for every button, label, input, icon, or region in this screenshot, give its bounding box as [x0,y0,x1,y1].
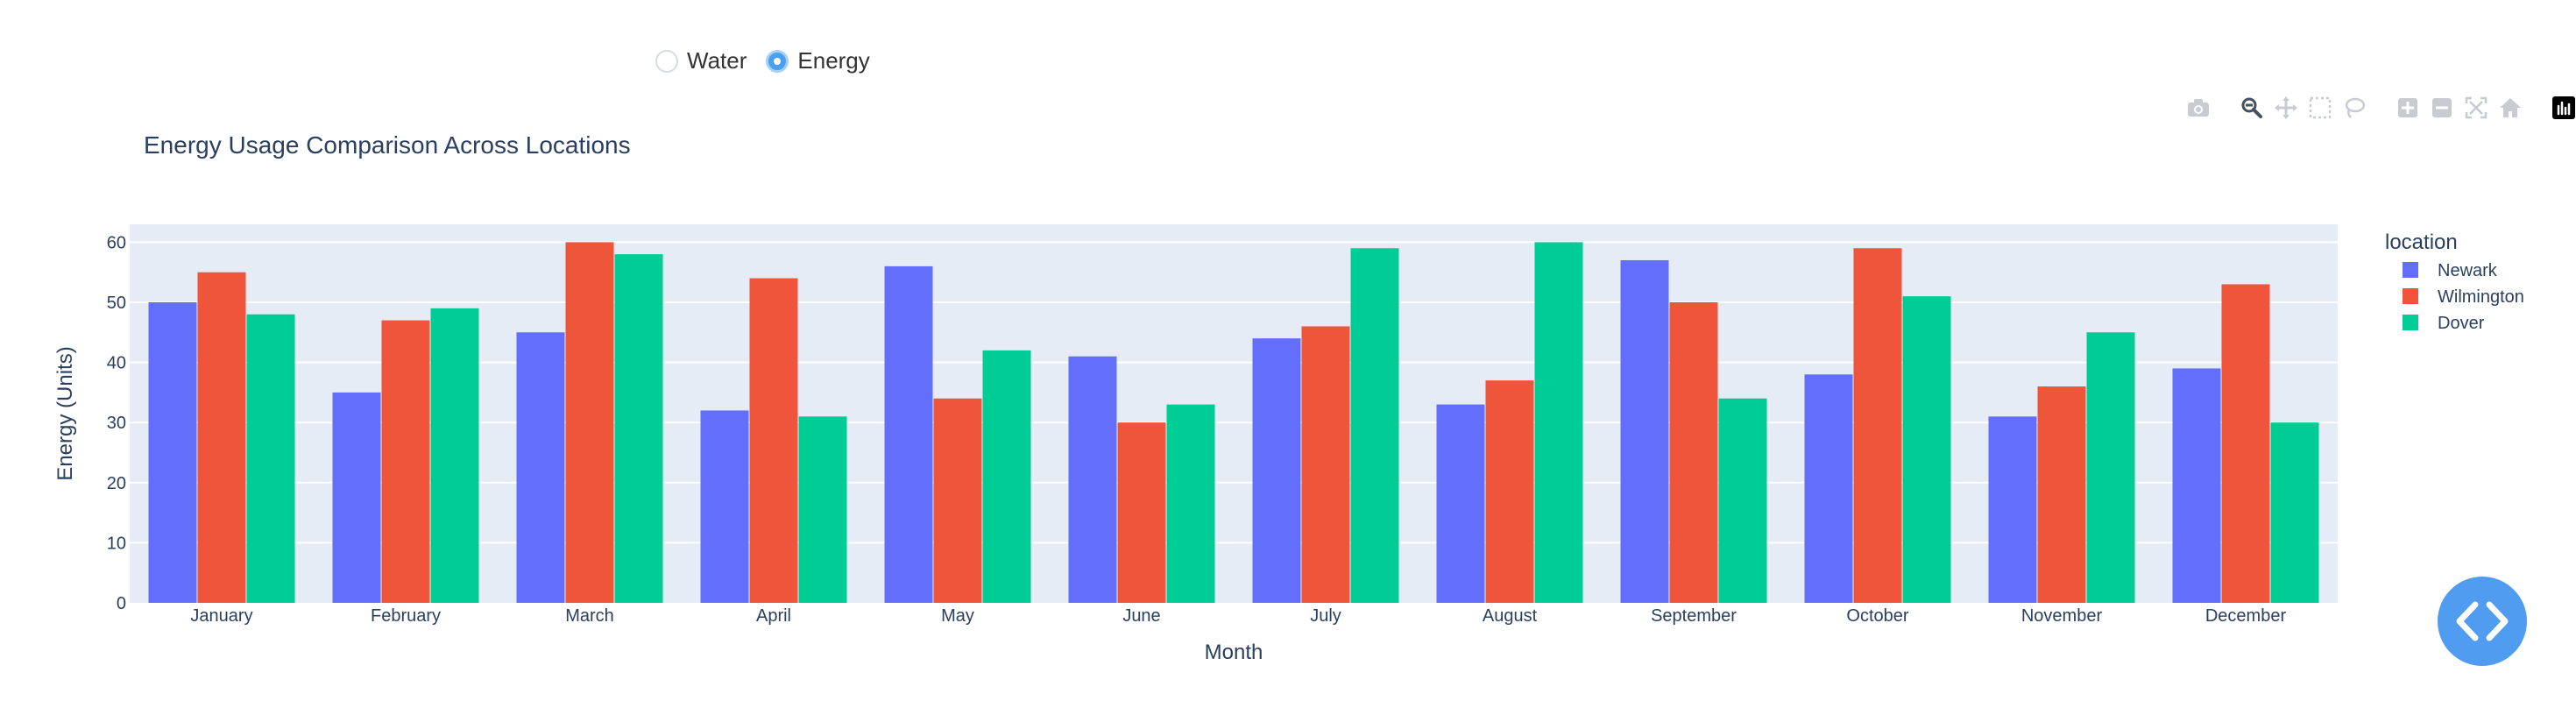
x-tick-label: March [565,606,614,626]
bar-dover-june[interactable] [1166,404,1215,603]
bar-dover-july[interactable] [1350,248,1399,603]
bar-newark-december[interactable] [2172,368,2221,603]
bar-dover-may[interactable] [982,350,1031,603]
bar-newark-september[interactable] [1620,259,1669,603]
bar-dover-november[interactable] [2086,332,2135,603]
legend-swatch-dover[interactable] [2403,315,2418,330]
x-tick-label: February [371,606,441,626]
radio-water[interactable]: Water [655,47,747,74]
code-brackets-icon [2456,601,2509,641]
bar-newark-november[interactable] [1988,416,2037,603]
y-tick-label: 40 [107,354,126,373]
bar-wilmington-august[interactable] [1485,380,1534,603]
bar-wilmington-november[interactable] [2037,386,2086,603]
chart-title: Energy Usage Comparison Across Locations [144,131,631,159]
bar-dover-december[interactable] [2270,422,2319,603]
x-tick-label: September [1651,606,1737,626]
plot-background [130,224,2338,603]
bar-newark-august[interactable] [1436,404,1485,603]
bar-newark-may[interactable] [884,266,933,603]
bar-wilmington-may[interactable] [933,398,982,603]
bar-wilmington-september[interactable] [1669,302,1718,603]
reset-axes-icon[interactable] [2497,95,2523,121]
autoscale-icon[interactable] [2463,95,2489,121]
bar-wilmington-march[interactable] [565,242,614,603]
legend-swatch-wilmington[interactable] [2403,288,2418,304]
bar-wilmington-april[interactable] [749,278,798,603]
camera-icon[interactable] [2185,95,2212,121]
bar-wilmington-february[interactable] [381,320,430,603]
x-tick-label: July [1310,606,1341,626]
legend-label-newark[interactable]: Newark [2438,261,2498,280]
legend-label-dover[interactable]: Dover [2438,314,2485,333]
legend: Newark Wilmington Dover [2403,261,2524,333]
legend-swatch-newark[interactable] [2403,262,2418,278]
radio-energy[interactable]: Energy [766,47,870,74]
bar-dover-january[interactable] [246,314,295,603]
bar-newark-october[interactable] [1804,374,1853,603]
y-tick-label: 20 [107,474,126,493]
x-tick-label: October [1846,606,1908,626]
x-axis-title: Month [1205,641,1263,664]
bar-newark-july[interactable] [1252,338,1301,603]
bar-wilmington-january[interactable] [197,272,246,603]
legend-title: location [2385,230,2458,254]
lasso-icon[interactable] [2341,95,2367,121]
y-axis-title: Energy (Units) [53,346,77,480]
bar-newark-june[interactable] [1068,356,1117,603]
box-select-icon[interactable] [2307,95,2333,121]
y-tick-label: 30 [107,414,126,433]
bar-dover-april[interactable] [798,416,847,603]
y-tick-labels: 0 10 20 30 40 50 60 [107,233,126,613]
pan-icon[interactable] [2273,95,2299,121]
bars [148,242,2319,603]
x-tick-label: December [2205,606,2287,626]
x-tick-label: November [2021,606,2103,626]
y-tick-label: 0 [117,594,126,613]
zoom-icon[interactable] [2239,95,2265,121]
y-tick-label: 50 [107,294,126,313]
x-tick-label: August [1483,606,1538,626]
bar-dover-august[interactable] [1534,242,1583,603]
bar-newark-february[interactable] [332,392,381,603]
bar-dover-october[interactable] [1902,296,1951,603]
x-tick-label: June [1122,606,1160,626]
bar-wilmington-july[interactable] [1301,326,1350,603]
radio-energy-label: Energy [797,47,870,74]
radio-circle-selected-icon[interactable] [766,49,789,73]
bar-wilmington-june[interactable] [1117,422,1166,603]
plotly-logo-icon[interactable] [2551,95,2576,121]
bar-newark-april[interactable] [700,410,749,603]
bar-dover-september[interactable] [1718,398,1767,603]
x-tick-label: April [756,606,791,626]
y-tick-label: 10 [107,534,126,553]
bar-newark-january[interactable] [148,302,197,603]
zoom-out-icon[interactable] [2429,95,2455,121]
x-tick-label: January [190,606,252,626]
y-tick-label: 60 [107,233,126,252]
code-toggle-button[interactable] [2438,577,2527,666]
x-tick-label: May [941,606,974,626]
gridlines [130,241,2338,544]
legend-label-wilmington[interactable]: Wilmington [2438,287,2524,307]
bar-wilmington-december[interactable] [2221,284,2270,603]
metric-radio-group: Water Energy [655,47,889,74]
bar-dover-march[interactable] [614,254,663,603]
radio-circle-icon[interactable] [655,49,678,73]
radio-water-label: Water [687,47,747,74]
bar-dover-february[interactable] [430,308,479,603]
modebar [2185,95,2576,121]
bar-newark-march[interactable] [516,332,565,603]
zoom-in-icon[interactable] [2395,95,2421,121]
bar-wilmington-october[interactable] [1853,248,1902,603]
x-tick-labels: January February March April May June July Augu… [190,606,2286,626]
